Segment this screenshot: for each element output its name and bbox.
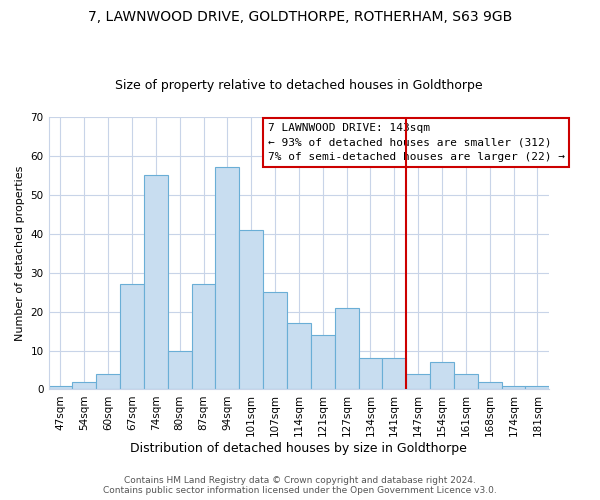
Bar bbox=[215, 168, 239, 390]
X-axis label: Distribution of detached houses by size in Goldthorpe: Distribution of detached houses by size … bbox=[130, 442, 467, 455]
Bar bbox=[96, 374, 120, 390]
Title: Size of property relative to detached houses in Goldthorpe: Size of property relative to detached ho… bbox=[115, 79, 483, 92]
Y-axis label: Number of detached properties: Number of detached properties bbox=[15, 166, 25, 341]
Bar bbox=[430, 362, 454, 390]
Bar bbox=[478, 382, 502, 390]
Bar bbox=[239, 230, 263, 390]
Text: Contains HM Land Registry data © Crown copyright and database right 2024.
Contai: Contains HM Land Registry data © Crown c… bbox=[103, 476, 497, 495]
Bar bbox=[263, 292, 287, 390]
Text: 7 LAWNWOOD DRIVE: 143sqm
← 93% of detached houses are smaller (312)
7% of semi-d: 7 LAWNWOOD DRIVE: 143sqm ← 93% of detach… bbox=[268, 122, 565, 162]
Bar bbox=[120, 284, 144, 390]
Bar bbox=[311, 335, 335, 390]
Bar bbox=[359, 358, 382, 390]
Bar bbox=[502, 386, 526, 390]
Bar bbox=[191, 284, 215, 390]
Bar bbox=[382, 358, 406, 390]
Bar bbox=[144, 175, 168, 390]
Bar bbox=[335, 308, 359, 390]
Text: 7, LAWNWOOD DRIVE, GOLDTHORPE, ROTHERHAM, S63 9GB: 7, LAWNWOOD DRIVE, GOLDTHORPE, ROTHERHAM… bbox=[88, 10, 512, 24]
Bar bbox=[73, 382, 96, 390]
Bar bbox=[287, 323, 311, 390]
Bar bbox=[168, 350, 191, 390]
Bar bbox=[526, 386, 549, 390]
Bar bbox=[454, 374, 478, 390]
Bar bbox=[406, 374, 430, 390]
Bar bbox=[49, 386, 73, 390]
